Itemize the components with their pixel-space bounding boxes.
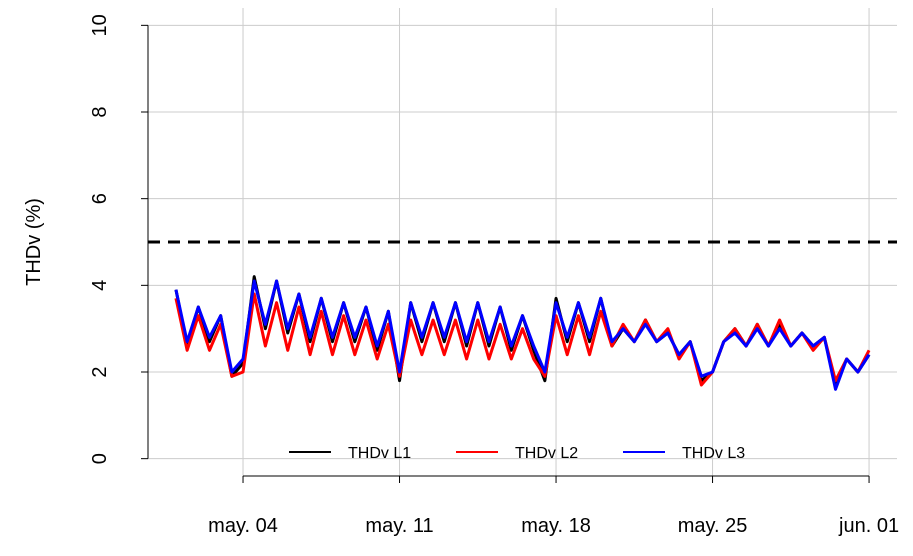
x-tick-label: may. 25: [678, 515, 748, 537]
legend-label: THDv L1: [348, 445, 411, 462]
legend-label: THDv L2: [515, 445, 578, 462]
series-line: [174, 292, 871, 387]
x-tick-label: may. 11: [365, 515, 433, 537]
y-tick-label: 0: [89, 453, 111, 464]
y-tick-label: 8: [89, 106, 111, 117]
x-tick-label: may. 04: [208, 515, 278, 537]
y-tick-label: 10: [89, 14, 111, 36]
legend-label: THDv L3: [682, 445, 745, 462]
y-axis-label: THDv (%): [23, 198, 45, 286]
x-tick-label: jun. 01: [838, 515, 899, 537]
y-tick-label: 4: [89, 280, 111, 291]
series-line: [174, 279, 871, 391]
y-tick-label: 6: [89, 193, 111, 204]
y-tick-label: 2: [89, 366, 111, 377]
x-tick-label: may. 18: [521, 515, 591, 537]
